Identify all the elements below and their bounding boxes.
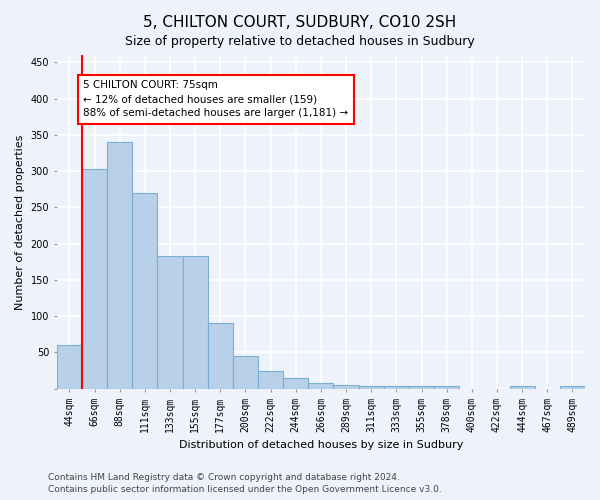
Text: Size of property relative to detached houses in Sudbury: Size of property relative to detached ho… [125, 35, 475, 48]
Bar [233, 356, 258, 389]
Bar [359, 386, 384, 389]
Bar [560, 386, 585, 389]
Bar [308, 383, 334, 389]
Bar [107, 142, 132, 389]
Text: 5 CHILTON COURT: 75sqm
← 12% of detached houses are smaller (159)
88% of semi-de: 5 CHILTON COURT: 75sqm ← 12% of detached… [83, 80, 349, 118]
Bar [258, 372, 283, 389]
Bar [132, 193, 157, 389]
Bar [283, 378, 308, 389]
X-axis label: Distribution of detached houses by size in Sudbury: Distribution of detached houses by size … [179, 440, 463, 450]
Bar [208, 324, 233, 389]
Bar [182, 256, 208, 389]
Bar [334, 385, 359, 389]
Text: Contains HM Land Registry data © Crown copyright and database right 2024.
Contai: Contains HM Land Registry data © Crown c… [48, 473, 442, 494]
Bar [384, 386, 409, 389]
Bar [157, 256, 182, 389]
Bar [509, 386, 535, 389]
Y-axis label: Number of detached properties: Number of detached properties [15, 134, 25, 310]
Bar [57, 345, 82, 389]
Bar [409, 386, 434, 389]
Bar [82, 169, 107, 389]
Bar [434, 386, 459, 389]
Text: 5, CHILTON COURT, SUDBURY, CO10 2SH: 5, CHILTON COURT, SUDBURY, CO10 2SH [143, 15, 457, 30]
